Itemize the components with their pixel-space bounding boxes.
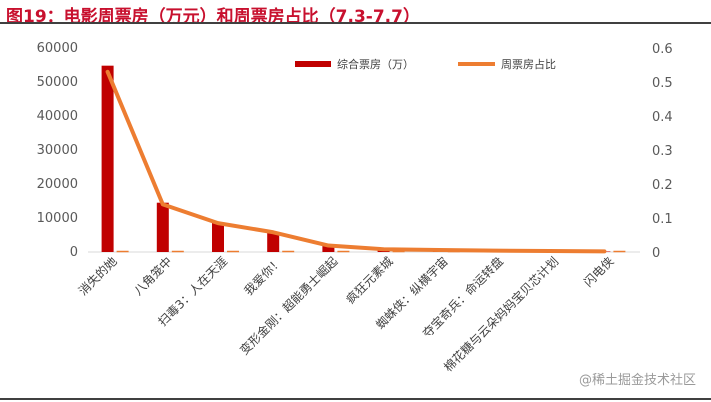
category-label: 八角笼中 bbox=[130, 254, 175, 299]
category-label: 我爱你！ bbox=[241, 254, 285, 298]
bar-series bbox=[101, 65, 626, 253]
left-tick-label: 30000 bbox=[37, 143, 78, 158]
right-tick-label: 0.5 bbox=[652, 76, 673, 91]
left-tick-label: 50000 bbox=[37, 75, 78, 90]
right-tick-label: 0.3 bbox=[652, 144, 673, 159]
right-tick-label: 0.1 bbox=[652, 212, 673, 227]
category-label: 消失的她 bbox=[75, 254, 120, 299]
category-label: 疯狂元素城 bbox=[343, 254, 396, 307]
bar bbox=[322, 245, 335, 252]
legend-label-line: 周票房占比 bbox=[501, 57, 556, 71]
left-tick-label: 60000 bbox=[37, 41, 78, 56]
left-tick-label: 40000 bbox=[37, 109, 78, 124]
left-tick-label: 20000 bbox=[37, 177, 78, 192]
category-label: 棉花糖与云朵妈妈宝贝芯计划 bbox=[440, 254, 561, 375]
bar bbox=[156, 202, 169, 252]
bar bbox=[101, 65, 114, 253]
category-label: 闪电侠 bbox=[581, 254, 616, 289]
left-tick-label: 10000 bbox=[37, 211, 78, 226]
left-tick-label: 0 bbox=[70, 245, 78, 260]
right-tick-label: 0.2 bbox=[652, 178, 673, 193]
right-tick-label: 0.4 bbox=[652, 110, 673, 125]
bar bbox=[212, 222, 224, 252]
right-axis-ticks: 0 0.1 0.2 0.3 0.4 0.5 0.6 bbox=[652, 42, 673, 261]
category-label: 变形金刚：超能勇士崛起 bbox=[237, 254, 341, 358]
right-tick-label: 0 bbox=[652, 246, 660, 261]
watermark-text: @稀土掘金技术社区 bbox=[579, 372, 696, 388]
share-line bbox=[105, 69, 607, 254]
right-tick-label: 0.6 bbox=[652, 42, 673, 57]
bar bbox=[267, 231, 280, 252]
line-series bbox=[105, 69, 607, 254]
legend: 综合票房（万） 周票房占比 bbox=[295, 57, 556, 71]
left-axis-ticks: 0 10000 20000 30000 40000 50000 60000 bbox=[37, 41, 78, 260]
legend-swatch-bar bbox=[295, 61, 331, 67]
legend-label-bar: 综合票房（万） bbox=[337, 57, 414, 71]
